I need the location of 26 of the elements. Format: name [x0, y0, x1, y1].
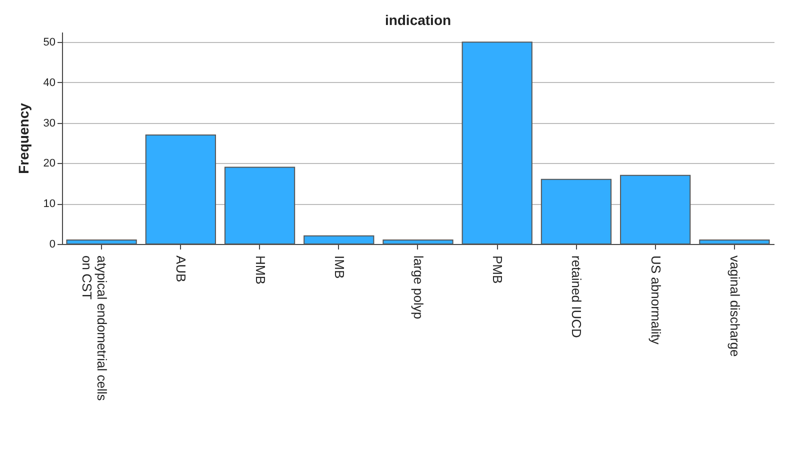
x-tick-label: atypical endometrial cells on CST [80, 256, 110, 402]
x-tick-label: US abnormality [648, 256, 664, 345]
bar [699, 239, 770, 244]
y-axis-title: Frequency [15, 102, 32, 174]
y-tick-label: 0 [49, 238, 56, 250]
x-tick-label: PMB [490, 256, 506, 284]
y-tick-label: 50 [43, 36, 56, 49]
y-tick-label: 10 [43, 198, 56, 210]
bar [620, 174, 691, 244]
x-tick-label: large polyp [411, 256, 426, 320]
bar [224, 166, 296, 244]
bar [66, 239, 137, 244]
y-tick-label: 40 [43, 76, 56, 89]
chart-title: indication [384, 12, 452, 28]
y-tick-label: 30 [43, 117, 56, 130]
x-tick-label: AUB [174, 256, 189, 282]
x-tick-label: vaginal discharge [727, 256, 742, 357]
bar [382, 239, 454, 244]
bar [304, 235, 374, 244]
y-tick-label: 20 [43, 158, 56, 170]
bar [145, 134, 216, 244]
bar [462, 42, 532, 244]
x-tick-label: IMB [332, 256, 347, 279]
x-tick-label: retained IUCD [569, 256, 584, 338]
x-tick-label: HMB [252, 256, 268, 284]
bar [540, 178, 612, 244]
